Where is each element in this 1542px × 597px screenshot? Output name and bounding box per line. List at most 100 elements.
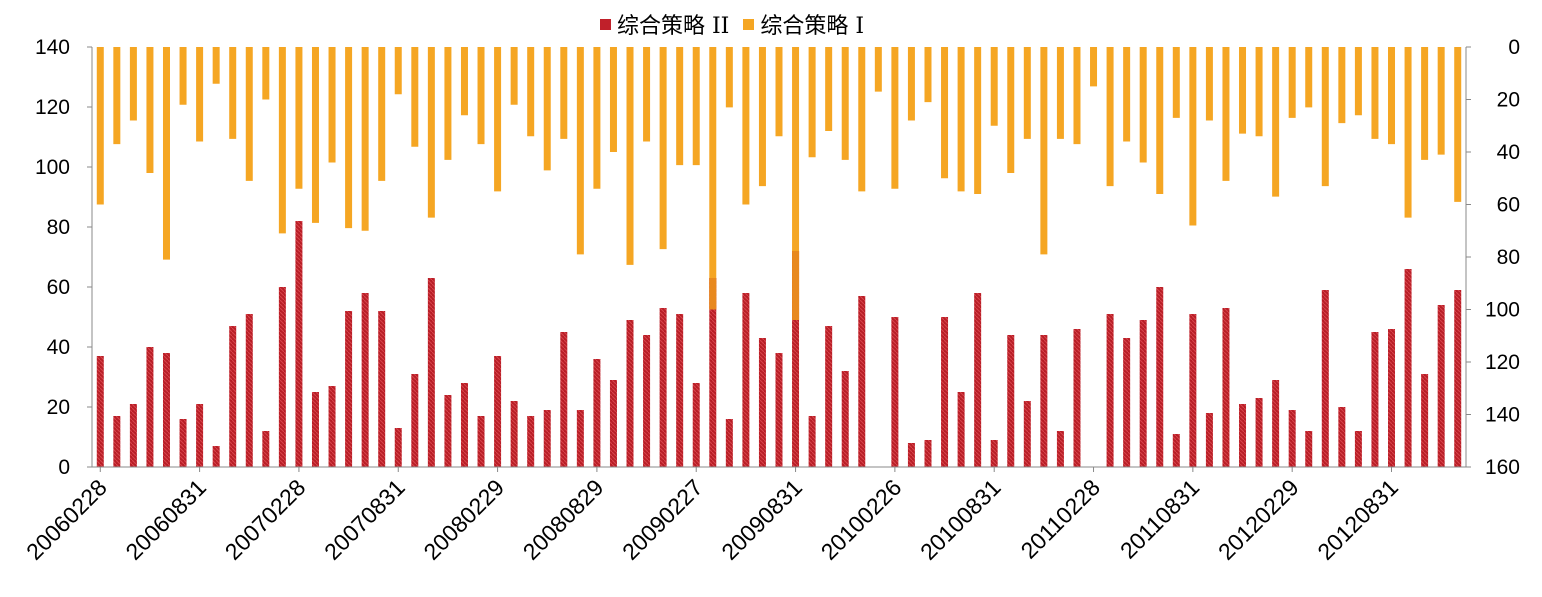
bar-series-1 (1338, 47, 1346, 124)
bar-series-2 (1354, 431, 1362, 467)
bar-series-1 (709, 47, 717, 310)
bar-series-2 (1172, 434, 1180, 467)
bar-series-2 (1388, 329, 1396, 467)
bar-series-1 (1437, 47, 1445, 155)
bar-series-1 (858, 47, 866, 192)
bar-series-1 (676, 47, 684, 166)
bar-series-1 (643, 47, 651, 142)
bar-series-2 (1106, 314, 1114, 467)
bar-series-2 (1305, 431, 1313, 467)
bar-series-2 (758, 338, 766, 467)
bar-series-2 (1321, 290, 1329, 467)
bar-series-1 (659, 47, 667, 250)
x-axis-tick-label: 20100226 (816, 474, 907, 565)
bar-series-1 (1354, 47, 1362, 116)
right-axis-tick-label: 60 (1497, 194, 1520, 217)
bar-series-1 (527, 47, 535, 137)
bar-series-1 (1007, 47, 1015, 173)
bar-series-2 (692, 383, 700, 467)
bar-series-1 (1073, 47, 1081, 145)
bar-series-2 (1437, 305, 1445, 467)
x-axis-tick-label: 20090831 (716, 474, 807, 565)
bar-series-1 (444, 47, 452, 160)
bar-series-1 (560, 47, 568, 139)
chart-legend: 综合策略 II 综合策略 I (600, 8, 864, 40)
x-axis-tick-label: 20120831 (1312, 474, 1403, 565)
right-axis-tick-label: 160 (1485, 456, 1520, 479)
bar-series-1 (1305, 47, 1313, 108)
legend-label-series-2: 综合策略 II (617, 14, 730, 39)
bar-overlap (792, 251, 800, 320)
bar-series-1 (229, 47, 237, 139)
bar-series-1 (411, 47, 419, 147)
bar-series-2 (146, 347, 154, 467)
bar-series-1 (1090, 47, 1098, 87)
bar-series-2 (709, 278, 717, 467)
bar-series-1 (295, 47, 303, 189)
bar-series-1 (543, 47, 551, 171)
left-axis-tick-label: 100 (35, 156, 70, 179)
left-axis-tick-label: 140 (35, 36, 70, 59)
bar-series-2 (1404, 269, 1412, 467)
bar-series-1 (1139, 47, 1147, 163)
right-axis-tick-label: 100 (1485, 299, 1520, 322)
bar-series-1 (576, 47, 584, 255)
bar-series-2 (444, 395, 452, 467)
bar-series-1 (1056, 47, 1064, 139)
bar-series-1 (146, 47, 154, 173)
bar-series-2 (560, 332, 568, 467)
bar-series-2 (1205, 413, 1213, 467)
bar-series-2 (1007, 335, 1015, 467)
bar-series-2 (676, 314, 684, 467)
bar-series-2 (742, 293, 750, 467)
bar-series-2 (1056, 431, 1064, 467)
bar-series-1 (1388, 47, 1396, 145)
x-axis-tick-label: 20060228 (21, 474, 112, 565)
bar-series-1 (1040, 47, 1048, 255)
bar-series-2 (394, 428, 402, 467)
bar-series-1 (593, 47, 601, 189)
bar-overlap (709, 278, 717, 310)
bar-series-2 (1255, 398, 1263, 467)
bar-series-2 (1040, 335, 1048, 467)
bar-series-2 (212, 446, 220, 467)
left-axis-tick-label: 0 (58, 456, 70, 479)
bar-series-1 (626, 47, 634, 265)
bar-series-1 (825, 47, 833, 131)
bar-series-2 (361, 293, 369, 467)
bar-series-2 (858, 296, 866, 467)
bar-series-1 (129, 47, 137, 121)
bar-series-2 (295, 221, 303, 467)
bar-series-2 (990, 440, 998, 467)
bar-series-1 (1123, 47, 1131, 142)
bar-series-2 (957, 392, 965, 467)
right-axis-tick-label: 0 (1508, 36, 1520, 59)
bar-series-1 (1239, 47, 1247, 134)
left-axis-tick-label: 80 (47, 216, 70, 239)
bar-series-1 (328, 47, 336, 163)
bar-series-2 (825, 326, 833, 467)
bar-series-1 (974, 47, 982, 194)
bar-series-1 (378, 47, 386, 181)
bar-series-1 (361, 47, 369, 231)
bar-series-2 (162, 353, 170, 467)
bar-series-2 (411, 374, 419, 467)
x-axis-tick-label: 20060831 (120, 474, 211, 565)
legend-label-series-1: 综合策略 I (760, 14, 865, 39)
bar-series-2 (907, 443, 915, 467)
bar-series-2 (96, 356, 104, 467)
right-axis-tick-label: 120 (1485, 351, 1520, 374)
left-axis-tick-label: 20 (47, 396, 70, 419)
bar-series-1 (162, 47, 170, 260)
bar-series-1 (609, 47, 617, 152)
bar-series-2 (725, 419, 733, 467)
bar-series-1 (196, 47, 204, 142)
bar-series-1 (891, 47, 899, 189)
bar-series-1 (1404, 47, 1412, 218)
bar-series-2 (1189, 314, 1197, 467)
bar-series-1 (1255, 47, 1263, 137)
bar-series-1 (957, 47, 965, 192)
legend-item-series-2: 综合策略 II (600, 8, 729, 40)
bar-series-2 (924, 440, 932, 467)
